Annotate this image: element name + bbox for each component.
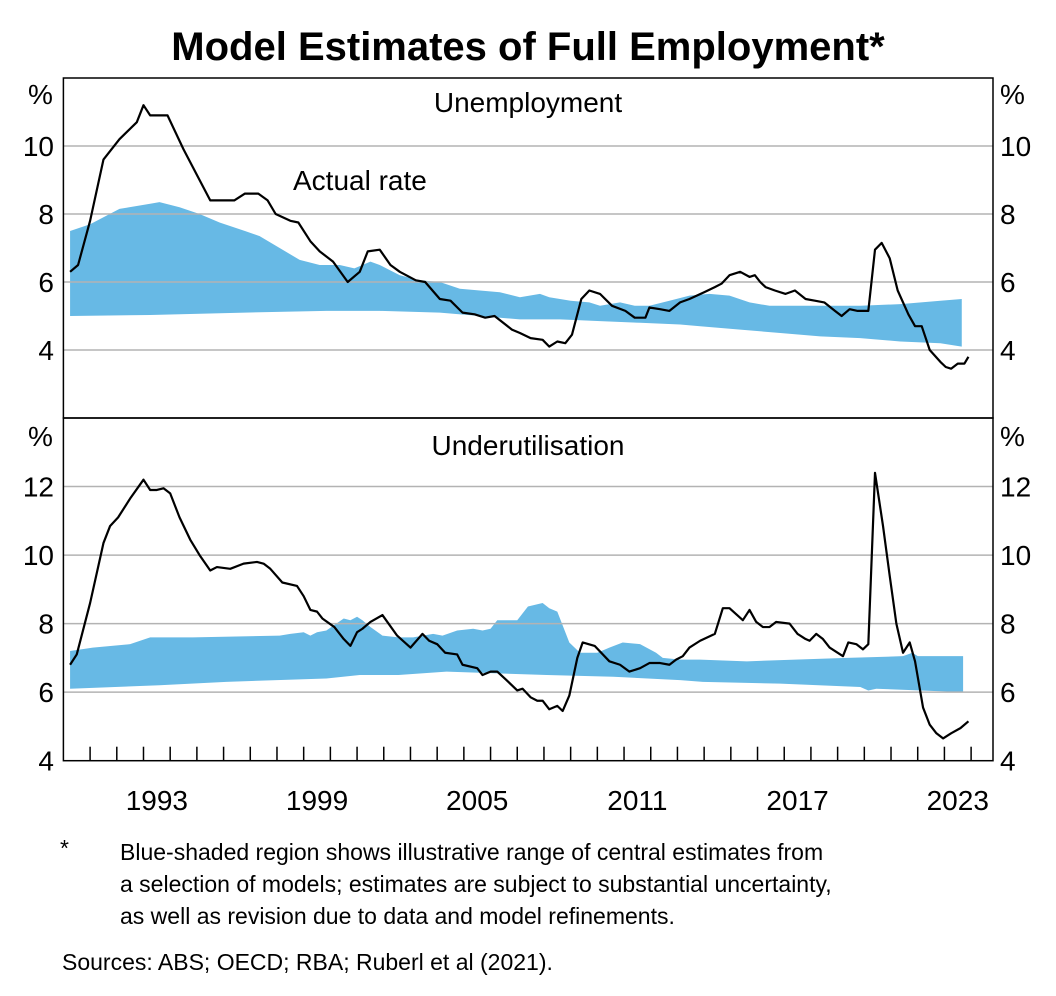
y-unit-right-top: % xyxy=(1000,79,1025,110)
plot-frame xyxy=(62,417,994,762)
chart-title: Model Estimates of Full Employment* xyxy=(171,25,885,69)
actual-rate-annotation: Actual rate xyxy=(293,165,427,196)
x-tick-label: 1993 xyxy=(126,785,188,816)
y-tick-label-left: 6 xyxy=(38,267,54,298)
y-tick-label-right: 4 xyxy=(1000,335,1016,366)
x-tick-label: 2023 xyxy=(927,785,989,816)
x-tick-label: 1999 xyxy=(286,785,348,816)
y-tick-label-right: 6 xyxy=(1000,677,1016,708)
underutilisation-estimate-band xyxy=(70,603,964,693)
unemployment-estimate-band xyxy=(70,202,962,347)
y-tick-label-right: 10 xyxy=(1000,131,1031,162)
y-tick-label-left: 4 xyxy=(38,335,54,366)
footnote-line-2: a selection of models; estimates are sub… xyxy=(120,871,832,897)
y-tick-label-left: 10 xyxy=(23,540,54,571)
y-unit-left-top: % xyxy=(28,79,53,110)
y-tick-label-left: 8 xyxy=(38,609,54,640)
y-tick-label-left: 12 xyxy=(23,472,54,503)
footnote-line-3: as well as revision due to data and mode… xyxy=(120,903,675,929)
underutilisation-actual-rate-line xyxy=(69,471,970,740)
y-tick-label-right: 10 xyxy=(1000,540,1031,571)
y-tick-label-right: 8 xyxy=(1000,609,1016,640)
footnote-line-1: Blue-shaded region shows illustrative ra… xyxy=(120,839,823,865)
y-tick-label-right: 6 xyxy=(1000,267,1016,298)
unemployment-panel: 4 4 6 6 8 8 10 10 xyxy=(23,77,1031,419)
panel-title-unemployment: Unemployment xyxy=(434,87,623,118)
underutilisation-panel: 6 6 8 8 10 10 12 12 4 4 xyxy=(23,417,1031,777)
unemployment-actual-rate-line xyxy=(69,104,970,370)
footnote-marker: * xyxy=(60,835,69,861)
y-tick-label-left: 10 xyxy=(23,131,54,162)
sources: Sources: ABS; OECD; RBA; Ruberl et al (2… xyxy=(62,949,553,975)
x-tick-label: 2017 xyxy=(766,785,828,816)
y-tick-label-right: 8 xyxy=(1000,199,1016,230)
y-tick-label-left: 4 xyxy=(38,746,54,777)
x-tick-label: 2011 xyxy=(607,785,667,816)
y-tick-label-left: 6 xyxy=(38,677,54,708)
panel-title-underutilisation: Underutilisation xyxy=(432,430,625,461)
y-tick-label-left: 8 xyxy=(38,199,54,230)
x-axis-labels: 1993 1999 2005 2011 2017 2023 xyxy=(126,785,989,816)
y-unit-right-bottom: % xyxy=(1000,421,1025,452)
y-unit-left-bottom: % xyxy=(28,421,53,452)
y-tick-label-right: 12 xyxy=(1000,472,1031,503)
y-tick-label-right: 4 xyxy=(1000,746,1016,777)
x-tick-label: 2005 xyxy=(446,785,508,816)
